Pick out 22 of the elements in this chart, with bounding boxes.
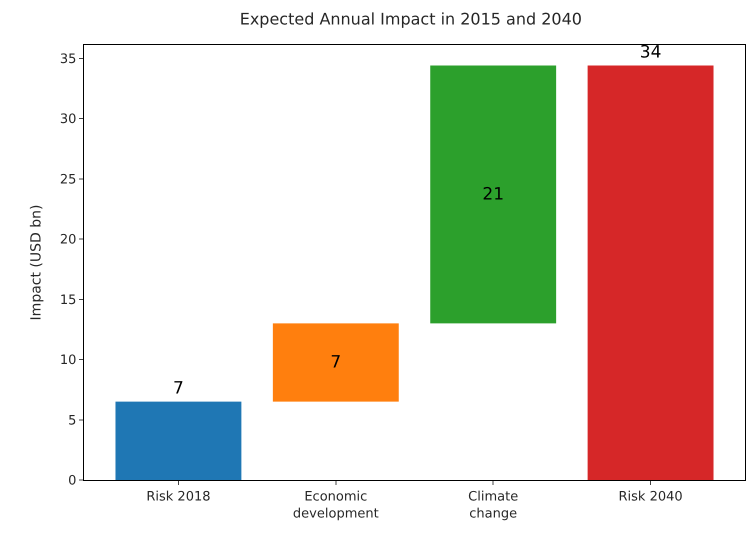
y-tick-label: 35 <box>60 52 76 67</box>
x-tick-label: Risk 2018 <box>146 490 211 505</box>
x-tick-label: Risk 2040 <box>618 490 683 505</box>
bar <box>430 65 556 324</box>
y-tick-label: 10 <box>60 353 76 368</box>
x-tick-label: Economic development <box>292 490 379 522</box>
y-tick-label: 25 <box>60 172 76 188</box>
y-axis-title: Impact (USD bn) <box>28 204 44 320</box>
y-tick-label: 15 <box>60 292 76 308</box>
y-tick-label: 30 <box>60 112 76 128</box>
bar <box>115 402 242 480</box>
bar <box>272 323 399 402</box>
y-tick-label: 5 <box>68 413 76 428</box>
data-label: 34 <box>640 42 662 62</box>
data-label: 7 <box>330 352 342 373</box>
bar <box>588 65 714 480</box>
x-tick-label: Climate change <box>468 490 518 522</box>
data-label: 7 <box>173 378 184 399</box>
y-tick-label: 0 <box>68 474 76 489</box>
y-tick-label: 20 <box>60 232 76 248</box>
data-label: 21 <box>482 184 504 204</box>
chart-title: Expected Annual Impact in 2015 and 2040 <box>240 10 582 29</box>
